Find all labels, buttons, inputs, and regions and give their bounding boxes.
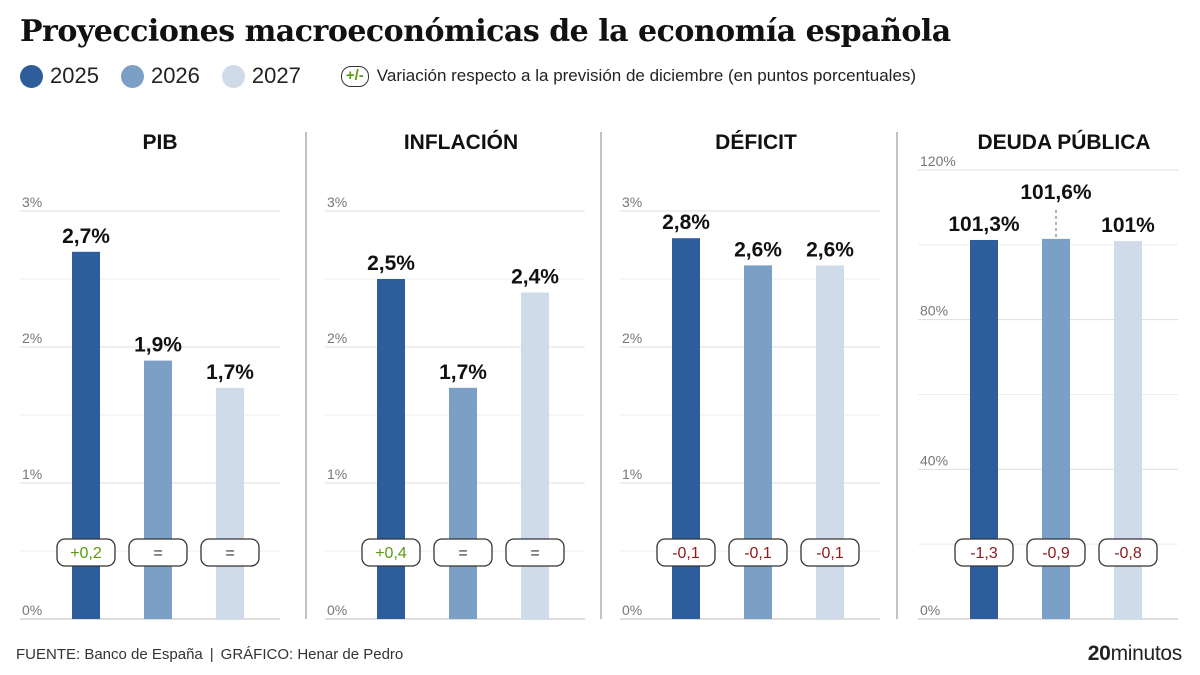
legend-swatch-2026 xyxy=(120,64,144,88)
chart-title: Proyecciones macroeconómicas de la econo… xyxy=(20,14,951,49)
change-pill xyxy=(505,538,565,567)
change-pill xyxy=(728,538,788,567)
y-tick-label: 80% xyxy=(920,303,948,319)
change-pill-label: -1,3 xyxy=(970,545,998,562)
value-label: 2,6% xyxy=(734,238,782,261)
change-pill-label: -0,1 xyxy=(744,545,772,562)
footer-separator: | xyxy=(209,646,214,663)
change-pill xyxy=(1026,538,1086,567)
legend-swatch-2027 xyxy=(221,64,245,88)
legend-variation-text: Variación respecto a la previsión de dic… xyxy=(376,66,917,85)
y-tick-label: 1% xyxy=(327,466,347,482)
bar-2027 xyxy=(521,292,549,619)
value-label: 101,6% xyxy=(1020,181,1092,204)
y-tick-label: 2% xyxy=(22,330,42,346)
change-pill-label: -0,8 xyxy=(1114,545,1142,562)
y-tick-label: 40% xyxy=(920,452,948,468)
value-label: 2,5% xyxy=(367,252,415,275)
change-pill xyxy=(433,538,493,567)
change-pill xyxy=(954,538,1014,567)
y-tick-label: 0% xyxy=(920,602,940,618)
y-tick-label: 3% xyxy=(622,194,642,210)
change-pill-label: -0,9 xyxy=(1042,545,1070,562)
bar-2027 xyxy=(216,387,244,619)
legend-variation-pill-text: +/- xyxy=(345,66,364,84)
change-pill-label: = xyxy=(458,545,467,562)
footer: FUENTE: Banco de España | GRÁFICO: Henar d… xyxy=(16,646,403,663)
change-pill-label: = xyxy=(153,545,162,562)
change-pill-label: = xyxy=(225,545,234,562)
change-pill xyxy=(128,538,188,567)
change-pill-label: -0,1 xyxy=(816,545,844,562)
value-label: 101% xyxy=(1101,214,1155,237)
value-label: 101,3% xyxy=(948,213,1020,236)
legend-label-2026: 2026 xyxy=(150,63,200,88)
legend-item-2026: 2026 xyxy=(120,63,200,89)
brand-number: 20 xyxy=(1087,642,1111,665)
value-label: 2,7% xyxy=(62,225,110,248)
y-tick-label: 1% xyxy=(622,466,642,482)
legend-item-2025: 2025 xyxy=(20,63,99,89)
value-label: 1,9% xyxy=(134,334,182,357)
y-tick-label: 120% xyxy=(920,153,956,169)
change-pill-label: +0,4 xyxy=(375,545,407,562)
y-tick-label: 2% xyxy=(327,330,347,346)
change-pill xyxy=(361,538,421,567)
change-pill-label: +0,2 xyxy=(70,545,102,562)
y-tick-label: 1% xyxy=(22,466,42,482)
y-tick-label: 2% xyxy=(622,330,642,346)
bar-2026 xyxy=(144,360,172,619)
legend-label-2025: 2025 xyxy=(50,63,99,88)
bar-2025 xyxy=(377,279,405,619)
change-pill xyxy=(656,538,716,567)
value-label: 2,4% xyxy=(511,266,559,289)
panel-title: PIB xyxy=(142,131,177,154)
legend-label-2027: 2027 xyxy=(251,63,301,88)
value-label: 1,7% xyxy=(206,361,254,384)
brand-word: minutos xyxy=(1110,642,1183,665)
bar-2026 xyxy=(449,387,477,619)
change-pill xyxy=(56,538,116,567)
value-label: 2,6% xyxy=(806,238,854,261)
legend: 2025 2026 2027 +/- Variación respecto a … xyxy=(20,62,916,90)
y-tick-label: 0% xyxy=(327,602,347,618)
y-tick-label: 3% xyxy=(327,194,347,210)
footer-credit: GRÁFICO: Henar de Pedro xyxy=(220,646,404,663)
value-label: 1,7% xyxy=(439,361,487,384)
change-pill xyxy=(1098,538,1158,567)
legend-swatch-2025 xyxy=(20,64,43,88)
y-tick-label: 0% xyxy=(622,602,642,618)
panel-title: INFLACIÓN xyxy=(404,130,518,154)
legend-variation-pill: +/- xyxy=(340,65,369,87)
footer-source: FUENTE: Banco de España xyxy=(16,646,203,663)
change-pill-label: = xyxy=(530,545,539,562)
y-tick-label: 0% xyxy=(22,602,42,618)
panel-title: DEUDA PÚBLICA xyxy=(977,130,1150,154)
brand-logo: 20minutos xyxy=(1087,642,1183,666)
change-pill xyxy=(800,538,860,567)
legend-variation: +/- Variación respecto a la previsión de… xyxy=(340,65,917,87)
change-pill xyxy=(200,538,260,567)
panel-title: DÉFICIT xyxy=(715,131,797,154)
legend-item-2027: 2027 xyxy=(221,63,301,89)
value-label: 2,8% xyxy=(662,211,710,234)
change-pill-label: -0,1 xyxy=(672,545,700,562)
y-tick-label: 3% xyxy=(22,194,42,210)
